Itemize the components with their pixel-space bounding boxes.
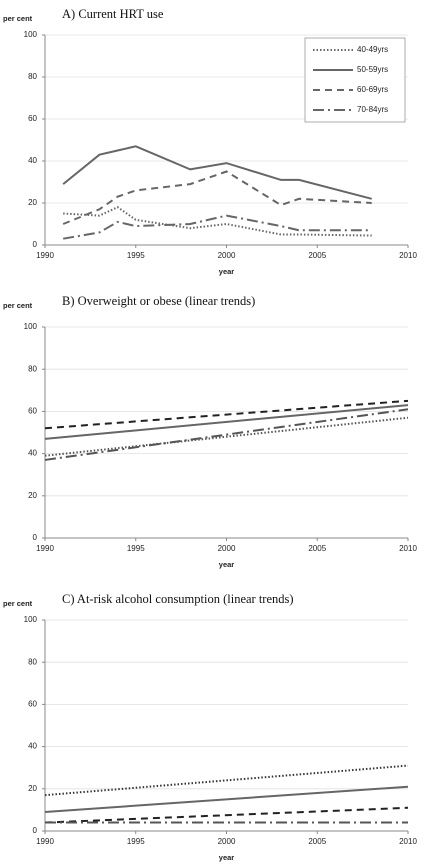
x-tick-label: 1995 bbox=[127, 251, 145, 260]
y-tick-label: 40 bbox=[28, 449, 37, 458]
x-axis-label: year bbox=[219, 267, 235, 276]
x-tick-label: 2000 bbox=[218, 544, 236, 553]
y-tick-label: 40 bbox=[28, 156, 37, 165]
series-line bbox=[62, 145, 372, 200]
y-tick-label: 60 bbox=[28, 700, 37, 709]
y-tick-label: 20 bbox=[28, 198, 37, 207]
y-axis-label: per cent bbox=[3, 14, 33, 23]
series-line bbox=[63, 206, 372, 237]
series-line bbox=[44, 408, 409, 461]
y-tick-label: 80 bbox=[28, 657, 37, 666]
x-tick-label: 2010 bbox=[399, 837, 417, 846]
x-tick-label: 1990 bbox=[36, 837, 54, 846]
y-tick-label: 0 bbox=[33, 533, 38, 542]
panel: A) Current HRT use per cent year 0 20 40 60 80 1… bbox=[3, 7, 417, 276]
panel: C) At-risk alcohol consumption (linear t… bbox=[3, 592, 417, 862]
y-tick-label: 0 bbox=[33, 826, 38, 835]
y-axis-label: per cent bbox=[3, 599, 33, 608]
x-tick-label: 2000 bbox=[218, 837, 236, 846]
x-axis-label: year bbox=[219, 560, 235, 569]
y-axis-label: per cent bbox=[3, 301, 33, 310]
x-tick-label: 2000 bbox=[218, 251, 236, 260]
y-tick-label: 100 bbox=[24, 322, 38, 331]
y-tick-label: 60 bbox=[28, 407, 37, 416]
y-tick-label: 20 bbox=[28, 784, 37, 793]
x-axis-label: year bbox=[219, 853, 235, 862]
series-line bbox=[62, 170, 372, 225]
x-tick-label: 2005 bbox=[308, 544, 326, 553]
y-tick-label: 0 bbox=[33, 240, 38, 249]
series-line bbox=[44, 764, 409, 797]
y-tick-label: 100 bbox=[24, 30, 38, 39]
y-tick-label: 20 bbox=[28, 491, 37, 500]
legend-label: 50-59yrs bbox=[357, 65, 388, 74]
x-tick-label: 1995 bbox=[127, 837, 145, 846]
x-tick-label: 1990 bbox=[36, 251, 54, 260]
legend-label: 40-49yrs bbox=[357, 45, 388, 54]
x-tick-label: 2010 bbox=[399, 544, 417, 553]
y-tick-label: 80 bbox=[28, 72, 37, 81]
chart-title: B) Overweight or obese (linear trends) bbox=[62, 294, 255, 308]
x-tick-label: 1990 bbox=[36, 544, 54, 553]
series-line bbox=[44, 399, 409, 430]
legend-label: 70-84yrs bbox=[357, 105, 388, 114]
legend-box bbox=[304, 37, 406, 123]
legend-label: 60-69yrs bbox=[357, 85, 388, 94]
series-line bbox=[44, 785, 409, 814]
x-tick-label: 2005 bbox=[308, 251, 326, 260]
y-tick-label: 100 bbox=[24, 615, 38, 624]
series-line bbox=[44, 806, 409, 824]
series-line bbox=[44, 404, 409, 440]
series-line bbox=[62, 214, 372, 240]
x-tick-label: 2005 bbox=[308, 837, 326, 846]
chart-title: C) At-risk alcohol consumption (linear t… bbox=[62, 592, 294, 606]
y-tick-label: 80 bbox=[28, 364, 37, 373]
x-tick-label: 1995 bbox=[127, 544, 145, 553]
x-tick-label: 2010 bbox=[399, 251, 417, 260]
panel: B) Overweight or obese (linear trends) pe… bbox=[3, 294, 417, 569]
series-line bbox=[44, 416, 409, 457]
chart-title: A) Current HRT use bbox=[62, 7, 164, 21]
y-tick-label: 60 bbox=[28, 114, 37, 123]
y-tick-label: 40 bbox=[28, 742, 37, 751]
